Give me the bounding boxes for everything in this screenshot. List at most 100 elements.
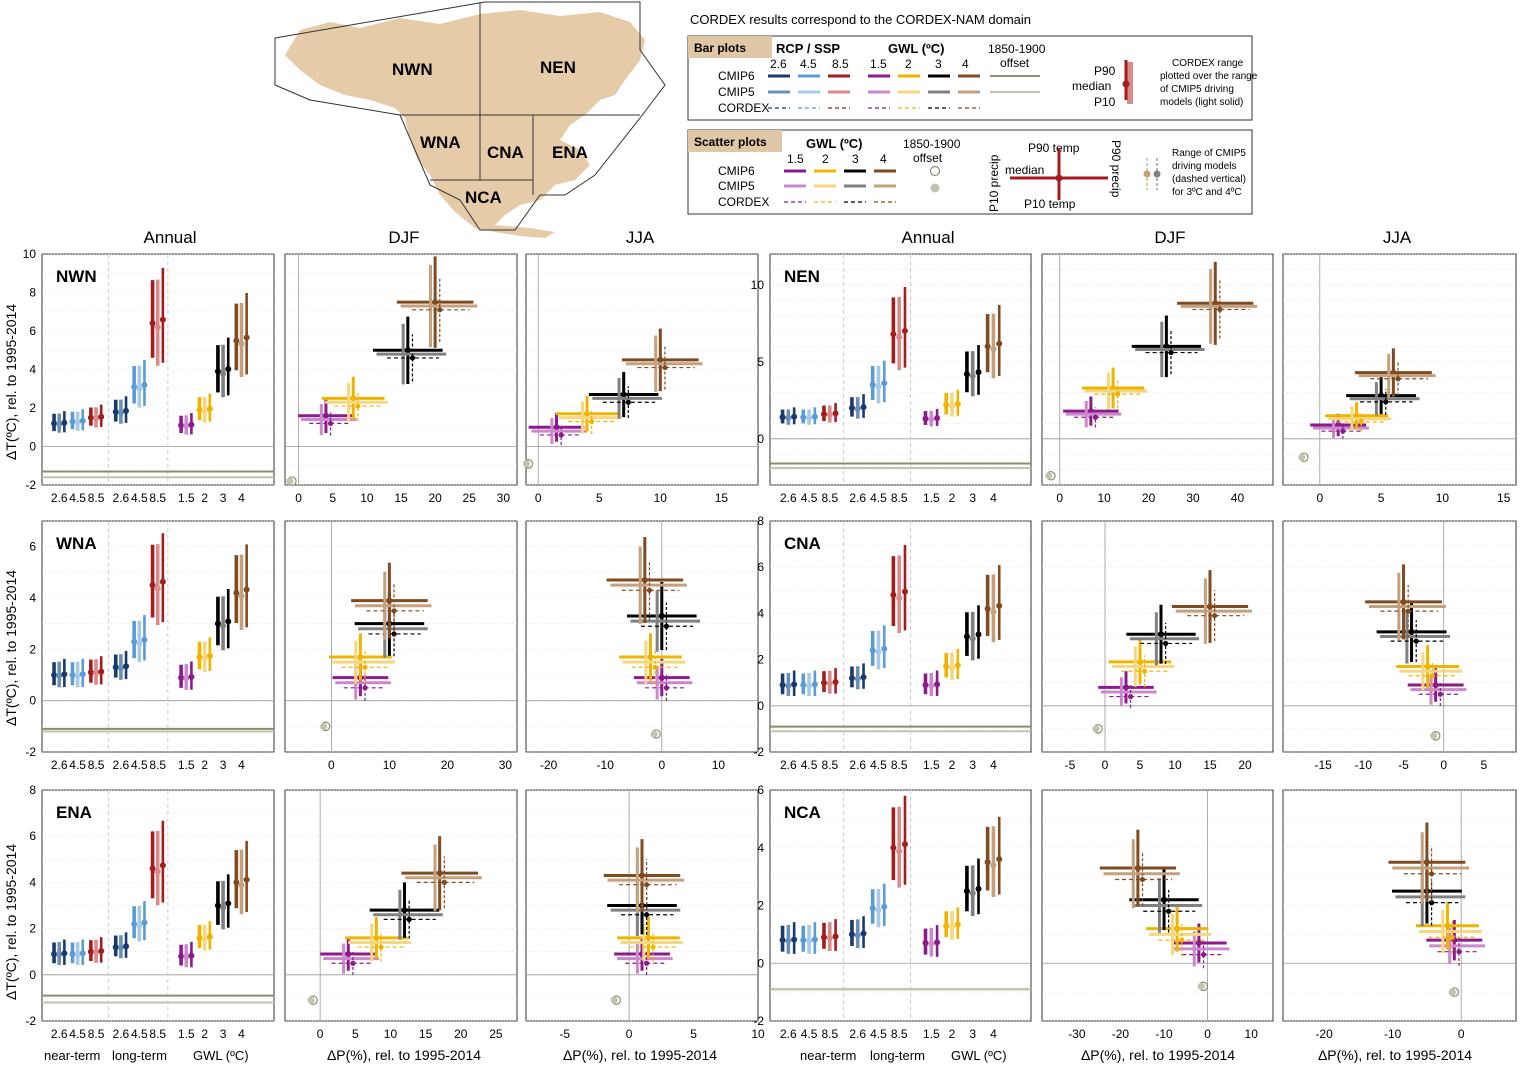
map-label-nen: NEN xyxy=(540,58,576,77)
bar-median xyxy=(984,859,991,866)
x-tick-label: 0 xyxy=(1102,758,1109,772)
bar-median xyxy=(214,368,221,375)
cross-median-cmip6 xyxy=(401,907,408,914)
bar-median xyxy=(943,401,950,408)
bottom-dp-jja-2: ΔP(%), rel. to 1995-2014 xyxy=(1318,1047,1472,1063)
bar-median xyxy=(949,923,955,930)
bar-median xyxy=(806,414,813,421)
bar-median xyxy=(963,633,970,640)
bar-median xyxy=(56,421,63,428)
bar-median xyxy=(881,903,888,910)
bar-median xyxy=(178,422,185,429)
legend-bar-note-2: plotted over the range xyxy=(1160,71,1258,82)
bar-median xyxy=(996,856,1003,863)
offset-dot-filled xyxy=(1448,988,1456,996)
panel-nen-djf: 0 10 20 30 40 xyxy=(1041,253,1274,505)
cross-median-cordex xyxy=(1428,900,1435,906)
bar-median xyxy=(238,340,245,347)
bar-median xyxy=(79,950,86,957)
cross-median-cmip6 xyxy=(620,391,627,398)
region-label: ENA xyxy=(56,803,92,822)
cross-median-cmip6 xyxy=(1400,598,1407,605)
legend-p10: P10 xyxy=(1094,95,1116,109)
panel-frame xyxy=(1282,789,1517,1022)
bar-median xyxy=(922,682,929,689)
legend-scatter-note-2: driving models xyxy=(1172,161,1236,172)
bar-median xyxy=(131,920,138,927)
bar-median xyxy=(963,888,970,895)
bar-median xyxy=(963,371,970,378)
x-tick-label: 8.5 xyxy=(821,758,838,772)
legend-scatter-gwl-4: 4 xyxy=(880,152,887,166)
legend-p90-precip: P90 precip xyxy=(1109,140,1123,198)
bar-median xyxy=(206,933,213,940)
bar-median xyxy=(141,382,148,389)
legend-scatter-note-4: for 3ºC and 4ºC xyxy=(1172,187,1242,198)
x-tick-label: 10 xyxy=(360,491,374,505)
bar-median xyxy=(233,879,240,886)
cross-median-cmip6 xyxy=(1408,628,1415,635)
bar-median xyxy=(901,841,908,848)
legend-scatter-row-cmip5: CMIP5 xyxy=(718,179,755,193)
y-tick-label: -2 xyxy=(753,1014,764,1028)
bottom-long-term-2: long-term xyxy=(870,1048,925,1063)
bar-median xyxy=(206,652,213,659)
bar-median xyxy=(201,655,208,662)
bar-median xyxy=(975,369,982,376)
bar-median xyxy=(811,413,818,420)
panel-frame xyxy=(1282,253,1517,486)
x-tick-label: 5 xyxy=(690,1027,697,1041)
legend-p10-precip: P10 precip xyxy=(987,154,1001,212)
x-tick-label: 2.6 xyxy=(780,1027,797,1041)
bottom-dp-djf-2: ΔP(%), rel. to 1995-2014 xyxy=(1081,1047,1235,1063)
cross-median-cmip6 xyxy=(322,412,329,419)
panel-frame xyxy=(525,520,759,753)
x-tick-label: 25 xyxy=(489,1027,503,1041)
bar-median xyxy=(854,932,861,939)
x-tick-label: 3 xyxy=(220,758,227,772)
bar-median xyxy=(112,408,119,415)
x-tick-label: 2.6 xyxy=(51,758,68,772)
bar-median xyxy=(243,334,250,341)
bar-median xyxy=(136,385,143,392)
bar-median xyxy=(890,591,897,598)
bar-median xyxy=(201,408,208,415)
y-label-row3: ΔT(ºC), rel. to 1995-2014 xyxy=(3,844,19,1000)
x-tick-label: 2.6 xyxy=(51,1027,68,1041)
x-tick-label: 10 xyxy=(383,758,397,772)
offset-dot-filled xyxy=(1298,453,1306,461)
cross-median-cmip6 xyxy=(647,654,654,661)
bar-median xyxy=(93,949,100,956)
cross-median-cmip6 xyxy=(1110,384,1117,391)
x-tick-label: -20 xyxy=(1315,1027,1333,1041)
cross-median-cordex xyxy=(1166,908,1172,914)
bar-median xyxy=(98,668,105,675)
bar-median xyxy=(975,885,982,892)
bar-median xyxy=(890,331,897,338)
region-label: CNA xyxy=(784,534,821,553)
x-tick-label: 8.5 xyxy=(891,758,908,772)
cross-median-cordex xyxy=(1217,306,1223,313)
x-tick-label: 8.5 xyxy=(149,491,166,505)
x-tick-label: 1.5 xyxy=(178,1027,195,1041)
bar-median xyxy=(159,862,166,869)
bar-median xyxy=(785,937,792,944)
x-tick-label: 8.5 xyxy=(149,758,166,772)
bar-median xyxy=(183,953,190,960)
cross-median-cmip6 xyxy=(1353,412,1360,419)
x-tick-label: 2 xyxy=(949,1027,956,1041)
x-tick-label: 20 xyxy=(454,1027,468,1041)
legend-cross-median xyxy=(1055,174,1063,182)
x-tick-label: 0 xyxy=(1458,1027,1465,1041)
bar-median xyxy=(848,405,855,411)
map-label-nca: NCA xyxy=(465,188,502,207)
legend: CORDEX results correspond to the CORDEX-… xyxy=(687,12,1258,215)
x-tick-label: 3 xyxy=(969,1027,976,1041)
bar-median xyxy=(69,951,76,958)
bar-median xyxy=(996,602,1003,609)
bar-median xyxy=(233,589,240,596)
y-axis-labels: ΔT(ºC), rel. to 1995-2014 ΔT(ºC), rel. t… xyxy=(3,304,19,1000)
